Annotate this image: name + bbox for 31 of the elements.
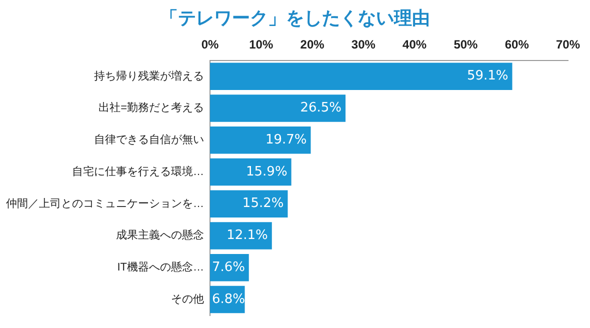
data-label: 6.8% — [212, 292, 246, 307]
bar — [210, 190, 288, 218]
data-label: 7.6% — [212, 260, 246, 275]
x-tick-label: 30% — [351, 38, 376, 52]
y-tick-label: 持ち帰り残業が増える — [94, 69, 204, 82]
x-tick-label: 70% — [556, 38, 580, 52]
bar — [210, 62, 512, 90]
bar — [210, 158, 292, 186]
x-tick-label: 40% — [402, 38, 427, 52]
y-tick-label: 出社=勤務だと考える — [98, 101, 204, 114]
data-label: 19.7% — [265, 132, 307, 148]
y-tick-label: 仲間／上司とのコミュニケーションを… — [6, 196, 204, 210]
x-tick-label: 50% — [454, 38, 478, 52]
data-label: 15.2% — [242, 196, 284, 212]
y-tick-label: 自律できる自信が無い — [94, 134, 204, 146]
data-label: 12.1% — [226, 228, 268, 244]
y-tick-label: その他 — [171, 293, 204, 306]
y-tick-label: IT機器への懸念… — [117, 260, 204, 274]
data-label: 59.1% — [466, 68, 508, 84]
x-tick-label: 60% — [504, 38, 530, 52]
bar — [210, 126, 311, 154]
y-tick-label: 成果主義への懸念 — [116, 228, 204, 242]
bar — [210, 94, 346, 122]
x-tick-label: 20% — [300, 38, 325, 52]
chart-title: 「テレワーク」をしたくない理由 — [159, 7, 431, 30]
x-tick-label: 0% — [201, 38, 219, 52]
data-label: 26.5% — [300, 100, 342, 116]
y-tick-label: 自宅に仕事を行える環境… — [72, 164, 204, 178]
x-tick-label: 10% — [249, 38, 274, 52]
data-label: 15.9% — [246, 164, 288, 180]
bar — [210, 222, 272, 250]
